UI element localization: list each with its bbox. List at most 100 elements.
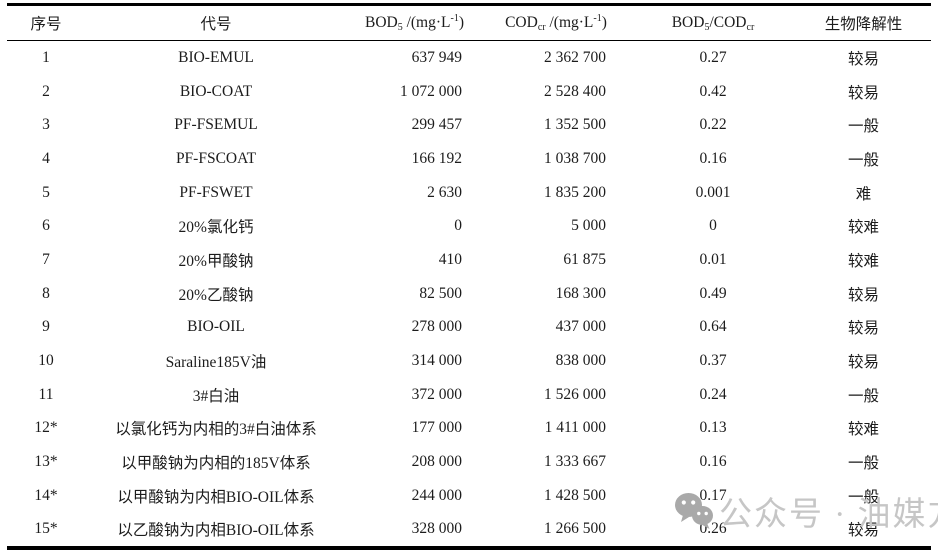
cell-cod: 2 362 700 (544, 48, 606, 66)
cell-bio: 较易 (847, 286, 879, 304)
cell-ratio: 0.22 (699, 116, 727, 134)
cell-ratio: 0.37 (699, 352, 727, 370)
cell-bod: 278 000 (411, 318, 462, 336)
cell-no: 8 (42, 284, 50, 302)
cell-bio: 一般 (847, 455, 879, 473)
cell-cod: 61 875 (563, 250, 606, 268)
cell-bio: 较难 (847, 219, 879, 237)
cell-cod: 1 038 700 (544, 149, 606, 167)
header-col-bod: BOD5 /(mg·L-1) (347, 4, 482, 41)
header-col-code: 代号 (85, 4, 347, 41)
cell-bio: 较易 (847, 50, 879, 68)
cell-bod: 166 192 (411, 149, 462, 167)
cell-no: 10 (38, 352, 54, 370)
table-row: 10 Saraline185V油 314 000 838 000 0.37 较易 (7, 344, 931, 378)
table-row: 3 PF-FSEMUL 299 457 1 352 500 0.22 一般 (7, 108, 931, 142)
cell-bio: 一般 (847, 387, 879, 405)
cell-no: 15* (34, 520, 58, 538)
cell-code: PF-FSCOAT (175, 149, 257, 167)
header-col-bio: 生物降解性 (796, 4, 931, 41)
cell-cod: 1 266 500 (544, 520, 606, 538)
cell-cod: 1 333 667 (544, 453, 606, 471)
cell-bio: 难 (855, 185, 872, 203)
cell-bod: 0 (454, 217, 462, 235)
cell-ratio: 0.24 (699, 385, 727, 403)
cell-bod: 328 000 (411, 520, 462, 538)
cell-bod: 372 000 (411, 385, 462, 403)
table-body: 1 BIO-EMUL 637 949 2 362 700 0.27 较易 2 BIO-COAT… (7, 41, 931, 549)
table-row: 14* 以甲酸钠为内相BIO-OIL体系 244 000 1 428 500 0.17 一… (7, 479, 931, 513)
cell-cod: 1 352 500 (544, 116, 606, 134)
cell-code: Saraline185V油 (165, 354, 267, 372)
cell-ratio: 0.01 (699, 250, 727, 268)
cell-bio: 一般 (847, 488, 879, 506)
table-row: 13* 以甲酸钠为内相的185V体系 208 000 1 333 667 0.16 一般 (7, 445, 931, 479)
cell-code: 以甲酸钠为内相BIO-OIL体系 (117, 488, 315, 506)
table-row: 1 BIO-EMUL 637 949 2 362 700 0.27 较易 (7, 41, 931, 75)
table-row: 12* 以氯化钙为内相的3#白油体系 177 000 1 411 000 0.13 较难 (7, 412, 931, 446)
cell-cod: 1 835 200 (544, 183, 606, 201)
cell-code: BIO-OIL (187, 318, 245, 336)
cell-ratio: 0.17 (699, 486, 727, 504)
cell-code: 3#白油 (192, 387, 240, 405)
cell-bod: 410 (438, 250, 462, 268)
header-col-no: 序号 (7, 4, 85, 41)
table-header: 序号 代号 BOD5 /(mg·L-1) CODcr /(mg·L-1) BOD… (7, 4, 931, 41)
cell-bod: 1 072 000 (400, 82, 462, 100)
cell-no: 2 (42, 82, 50, 100)
cell-bod: 299 457 (411, 116, 462, 134)
cell-no: 7 (42, 250, 50, 268)
cell-no: 9 (42, 318, 50, 336)
header-col-ratio: BOD5/CODcr (630, 4, 796, 41)
table-row: 15* 以乙酸钠为内相BIO-OIL体系 328 000 1 266 500 0.26 较… (7, 513, 931, 549)
cell-ratio: 0.42 (699, 82, 727, 100)
cell-ratio: 0.49 (699, 284, 727, 302)
cell-ratio: 0.26 (699, 520, 727, 538)
cell-ratio: 0.001 (695, 183, 731, 201)
cell-no: 12* (34, 419, 58, 437)
cell-ratio: 0.64 (699, 318, 727, 336)
cell-code: PF-FSWET (179, 183, 253, 201)
table-row: 2 BIO-COAT 1 072 000 2 528 400 0.42 较易 (7, 75, 931, 109)
cell-code: 以甲酸钠为内相的185V体系 (121, 455, 311, 473)
cell-bio: 较难 (847, 421, 879, 439)
table-row: 6 20%氯化钙 0 5 000 0 较难 (7, 209, 931, 243)
cell-no: 14* (34, 486, 58, 504)
table-row: 9 BIO-OIL 278 000 437 000 0.64 较易 (7, 311, 931, 345)
cell-bio: 较难 (847, 252, 879, 270)
cell-ratio: 0 (709, 217, 717, 235)
table-row: 7 20%甲酸钠 410 61 875 0.01 较难 (7, 243, 931, 277)
cell-code: BIO-EMUL (178, 48, 254, 66)
cell-code: PF-FSEMUL (174, 116, 258, 134)
cell-bod: 2 630 (427, 183, 462, 201)
header-col-cod: CODcr /(mg·L-1) (482, 4, 630, 41)
cell-bio: 较易 (847, 320, 879, 338)
cell-ratio: 0.16 (699, 149, 727, 167)
cell-cod: 1 526 000 (544, 385, 606, 403)
cell-bio: 较易 (847, 522, 879, 540)
cell-bod: 314 000 (411, 352, 462, 370)
cell-cod: 1 411 000 (544, 419, 606, 437)
cell-no: 11 (38, 385, 54, 403)
cell-ratio: 0.16 (699, 453, 727, 471)
cell-bio: 较易 (847, 354, 879, 372)
table-row: 11 3#白油 372 000 1 526 000 0.24 一般 (7, 378, 931, 412)
cell-no: 3 (42, 116, 50, 134)
cell-bod: 244 000 (411, 486, 462, 504)
cell-cod: 2 528 400 (544, 82, 606, 100)
cell-bod: 177 000 (411, 419, 462, 437)
cell-cod: 437 000 (555, 318, 606, 336)
cell-code: 20%甲酸钠 (178, 252, 254, 270)
cell-code: 20%乙酸钠 (178, 286, 254, 304)
cell-no: 1 (42, 48, 50, 66)
cell-no: 5 (42, 183, 50, 201)
cell-ratio: 0.13 (699, 419, 727, 437)
cell-ratio: 0.27 (699, 48, 727, 66)
cell-code: 以氯化钙为内相的3#白油体系 (115, 421, 317, 439)
cell-cod: 1 428 500 (544, 486, 606, 504)
cell-cod: 5 000 (571, 217, 606, 235)
biodegradability-table: 序号 代号 BOD5 /(mg·L-1) CODcr /(mg·L-1) BOD… (7, 3, 931, 551)
cell-no: 4 (42, 149, 50, 167)
cell-bio: 一般 (847, 118, 879, 136)
